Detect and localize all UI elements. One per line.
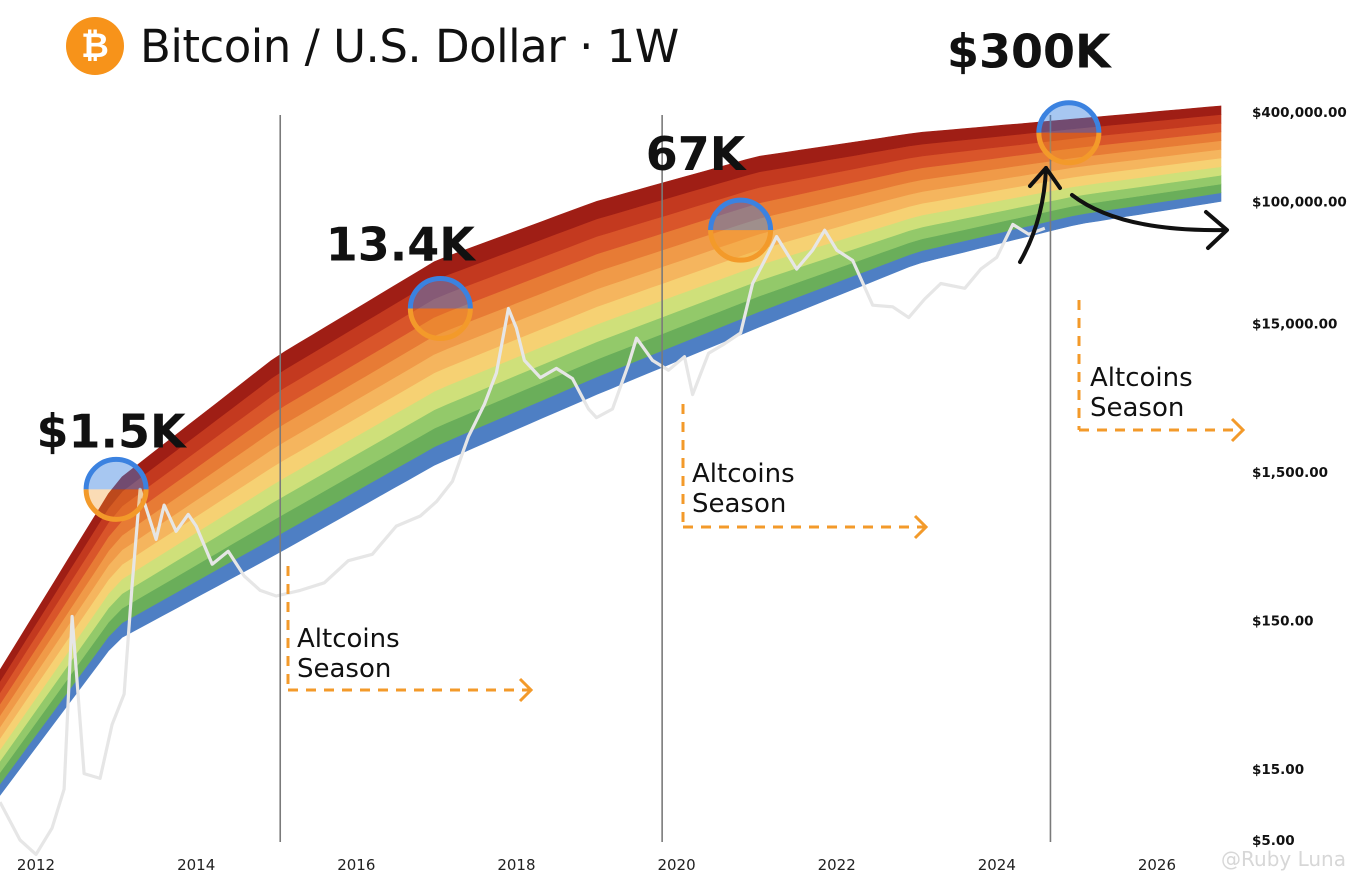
x-tick-label: 2014: [177, 856, 215, 874]
season-arrow-head: [518, 677, 534, 703]
peak-circle-bottom: [1036, 132, 1102, 166]
season-label-line2: Season: [692, 489, 786, 519]
season-label-line1: Altcoins: [297, 624, 400, 654]
y-tick-label: $15,000.00: [1252, 317, 1337, 333]
x-tick-label: 2018: [497, 856, 535, 874]
season-arrow-head: [1230, 417, 1246, 443]
peak-circle-bottom: [83, 489, 149, 522]
season-label-line1: Altcoins: [692, 459, 795, 489]
peak-circle-top: [708, 197, 774, 231]
peak-circle-top: [1036, 100, 1102, 133]
x-tick-label: 2026: [1138, 856, 1176, 874]
x-tick-label: 2020: [657, 856, 695, 874]
peak-circle-bottom: [407, 308, 473, 341]
peak-markers: $1.5K 13.4K 67K $300K: [37, 25, 1113, 522]
x-tick-label: 2012: [17, 856, 55, 874]
price-line: [0, 222, 1046, 857]
axis-labels: 2012 2014 2016 2018 2020 2022 2024 2026 $5.00 $15…: [17, 105, 1347, 874]
y-tick-label: $100,000.00: [1252, 194, 1347, 210]
altcoin-season-annotations: AltcoinsSeasonAltcoinsSeasonAltcoinsSeas…: [286, 300, 1246, 703]
peak-circle-top: [407, 276, 473, 309]
peak-label: $300K: [947, 25, 1113, 79]
season-label-line1: Altcoins: [1090, 363, 1193, 393]
x-tick-label: 2016: [337, 856, 375, 874]
season-arrow-head: [913, 514, 929, 540]
x-tick-label: 2022: [818, 856, 856, 874]
y-tick-label: $400,000.00: [1252, 105, 1347, 121]
projection-arrow-right: [1070, 193, 1227, 233]
projection-arrows: [1018, 166, 1229, 264]
peak-label: 13.4K: [326, 217, 477, 271]
projection-arrow-right-head: [1204, 210, 1229, 250]
y-tick-label: $15.00: [1252, 762, 1304, 778]
chart-header: ₿ Bitcoin / U.S. Dollar · 1W: [66, 17, 679, 75]
chart-title: Bitcoin / U.S. Dollar · 1W: [140, 19, 679, 73]
y-tick-label: $1,500.00: [1252, 465, 1328, 481]
y-tick-label: $150.00: [1252, 614, 1314, 630]
price-line-group: [0, 222, 1046, 857]
watermark: @Ruby Luna: [1221, 847, 1346, 871]
season-label-line2: Season: [1090, 393, 1184, 423]
y-tick-label: $5.00: [1252, 833, 1295, 849]
peak-circle-bottom: [708, 230, 774, 263]
halving-lines: [279, 115, 1052, 842]
x-tick-label: 2024: [978, 856, 1016, 874]
peak-label: $1.5K: [37, 404, 188, 458]
projection-arrow-up: [1018, 166, 1048, 264]
bitcoin-icon: ₿: [66, 17, 124, 75]
projection-arrow-up-head: [1028, 166, 1062, 190]
season-label-line2: Season: [297, 654, 391, 684]
peak-circle-top: [83, 456, 149, 490]
peak-label: 67K: [646, 127, 748, 181]
